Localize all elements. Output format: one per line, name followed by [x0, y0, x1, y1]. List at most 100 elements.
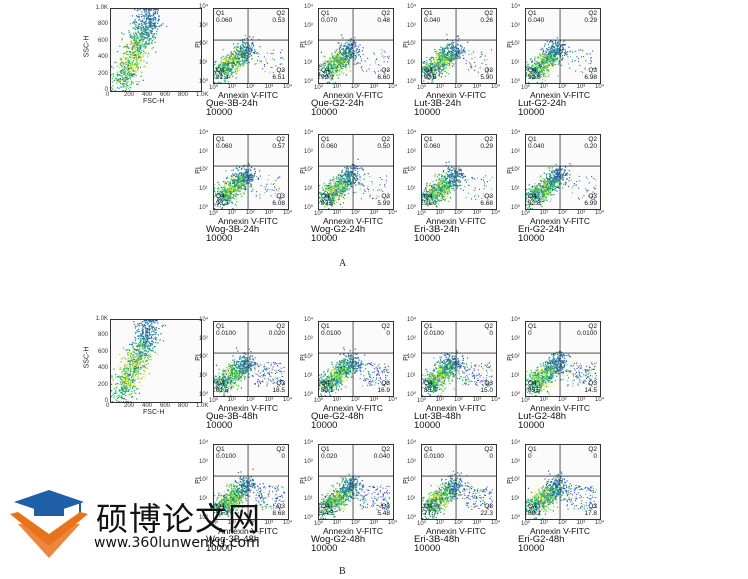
plot-point — [214, 189, 216, 191]
scatter-point — [121, 68, 123, 70]
plot-point — [446, 54, 448, 57]
plot-point — [433, 57, 435, 59]
scatter-point — [158, 15, 160, 18]
plot-point — [243, 177, 245, 179]
scatter-point — [121, 70, 123, 72]
plot-point — [539, 67, 542, 69]
scatter-point — [131, 62, 133, 64]
plot-point — [238, 63, 240, 65]
scatter-point — [138, 14, 140, 16]
plot-point — [214, 74, 216, 77]
plot-point — [536, 62, 538, 64]
scatter-point — [111, 87, 113, 89]
plot-point — [534, 55, 536, 58]
plot-point — [375, 60, 377, 62]
plot-point — [569, 51, 571, 53]
scatter-point — [124, 86, 126, 88]
scatter-point — [125, 43, 127, 45]
plot-point — [221, 192, 223, 194]
scatter-point — [124, 66, 126, 68]
plot-point — [544, 61, 546, 63]
plot-point — [243, 52, 245, 54]
plot-point — [356, 168, 358, 170]
plot-point — [446, 58, 449, 60]
plot-point — [333, 57, 335, 59]
scatter-point — [133, 74, 135, 76]
plot-point — [339, 180, 342, 182]
plot-point — [433, 73, 435, 76]
plot-point — [329, 65, 331, 68]
scatter-point — [131, 80, 133, 82]
plot-point — [246, 180, 248, 182]
plot-point — [218, 65, 221, 68]
plot-point — [545, 64, 547, 67]
scatter-point — [153, 13, 155, 15]
plot-point — [236, 54, 239, 56]
plot-point — [545, 52, 547, 55]
sample-caption: Lut-3B-24h — [414, 98, 462, 109]
plot-point — [227, 64, 229, 66]
scatter-point — [136, 50, 139, 52]
scatter-point — [141, 28, 143, 30]
plot-point — [351, 186, 353, 188]
plot-point — [350, 44, 352, 46]
plot-point — [529, 76, 531, 78]
scatter-point — [141, 19, 143, 21]
scatter-point — [152, 36, 154, 38]
plot-point — [328, 72, 331, 74]
plot-point — [354, 181, 357, 183]
plot-point — [339, 63, 341, 66]
plot-point — [431, 66, 434, 69]
scatter-point — [117, 63, 119, 65]
plot-point — [527, 66, 529, 68]
scatter-point — [148, 26, 150, 28]
scatter-point — [147, 17, 149, 19]
plot-point — [321, 193, 323, 195]
scatter-point — [135, 56, 137, 58]
plot-point — [248, 49, 250, 51]
plot-point — [373, 53, 375, 55]
scatter-point — [141, 57, 143, 59]
plot-point — [346, 60, 348, 62]
scatter-point — [127, 64, 129, 67]
plot-point — [226, 66, 229, 69]
plot-point — [350, 170, 352, 172]
plot-point — [235, 58, 237, 60]
plot-point — [446, 34, 448, 36]
plot-point — [549, 54, 551, 56]
scatter-point — [149, 26, 151, 28]
plot-point — [237, 65, 239, 67]
plot-point — [328, 72, 330, 74]
plot-point — [232, 75, 234, 77]
scatter-point — [133, 35, 136, 37]
x-decade-tick: 10¹ — [435, 84, 445, 90]
plot-point — [428, 74, 430, 76]
scatter-point — [116, 75, 118, 77]
plot-point — [432, 77, 435, 79]
plot-point — [346, 167, 348, 169]
plot-point — [247, 43, 249, 46]
plot-point — [243, 55, 245, 57]
plot-point — [230, 175, 232, 177]
plot-point — [239, 190, 242, 192]
scatter-point — [128, 67, 130, 69]
scatter-point — [136, 44, 139, 46]
plot-point — [221, 206, 224, 209]
plot-point — [428, 68, 430, 70]
plot-point — [247, 162, 250, 164]
plot-point — [437, 53, 439, 55]
plot-point — [329, 187, 332, 189]
plot-point — [441, 75, 443, 77]
plot-point — [252, 52, 255, 54]
plot-point — [239, 186, 241, 188]
plot-point — [452, 59, 455, 61]
scatter-point — [156, 12, 159, 15]
plot-point — [221, 60, 223, 62]
plot-point — [590, 63, 592, 65]
plot-point — [253, 52, 255, 54]
x-decade-tick: 10² — [351, 84, 360, 90]
plot-point — [340, 62, 343, 64]
plot-point — [339, 189, 341, 191]
plot-point — [428, 73, 430, 76]
plot-point — [381, 49, 383, 51]
